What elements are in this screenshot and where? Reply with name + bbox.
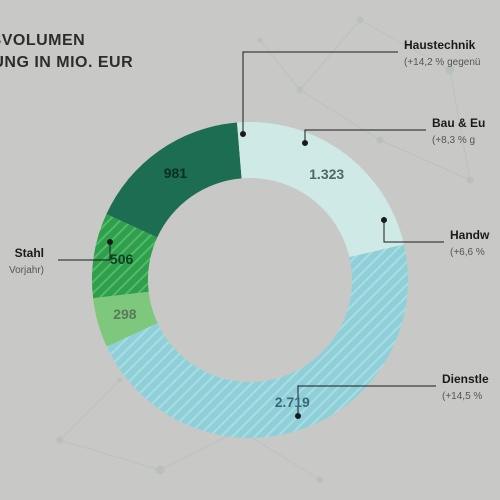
label-haustechnik: Haustechnik(+14,2 % gegenü: [404, 38, 480, 69]
segment-dienst: [237, 122, 404, 257]
value-haustechnik: 298: [100, 306, 150, 322]
title-line1: FTSVOLUMEN: [0, 32, 85, 49]
label-handwerk: Handw(+6,6 %: [450, 228, 489, 259]
segment-stahl: [107, 245, 408, 438]
donut-chart: [0, 0, 500, 500]
value-handwerk: 981: [150, 165, 200, 181]
label-bau: Bau & Eu(+8,3 % g: [432, 116, 485, 147]
label-dienst: Dienstle(+14,5 %: [442, 372, 489, 403]
value-bau: 506: [97, 251, 147, 267]
value-dienst: 1.323: [302, 166, 352, 182]
value-stahl: 2.719: [267, 394, 317, 410]
label-stahl: StahlVorjahr): [0, 246, 44, 277]
chart-title: FTSVOLUMEN KLUNG IN MIO. EUR: [0, 30, 133, 73]
title-line2: KLUNG IN MIO. EUR: [0, 54, 133, 71]
